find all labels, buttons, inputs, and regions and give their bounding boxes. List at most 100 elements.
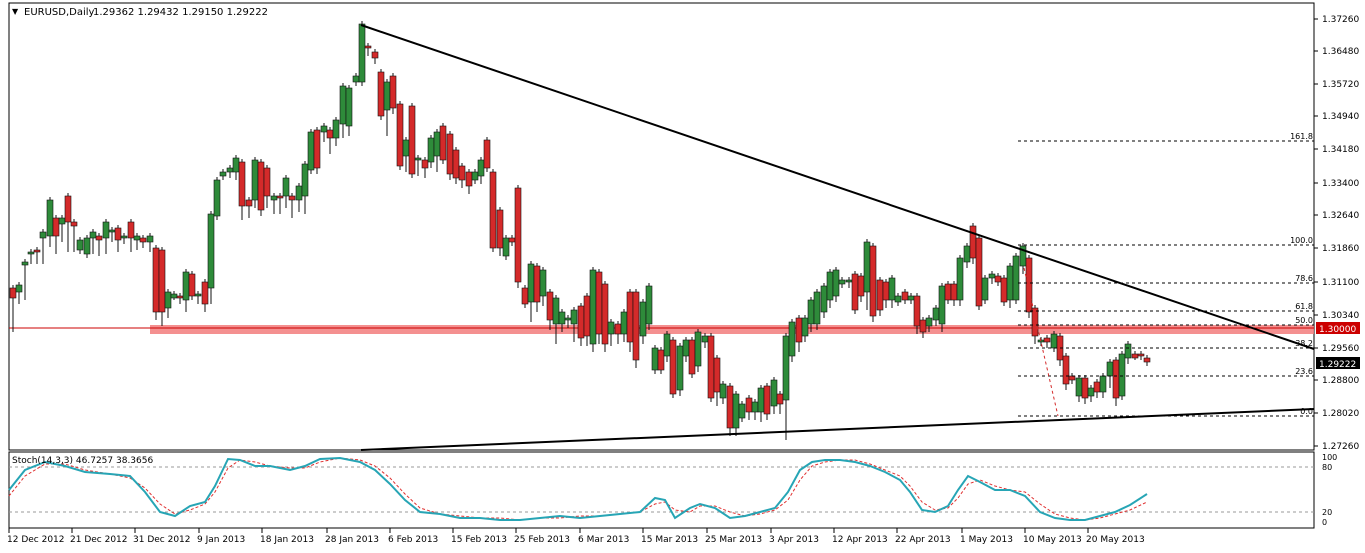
candle-body xyxy=(626,291,634,343)
candle-body xyxy=(869,245,877,317)
fib-level-label: 61.8 xyxy=(1295,302,1313,311)
time-tick-label: 1 May 2013 xyxy=(960,535,1013,545)
candle-body xyxy=(688,339,696,375)
candle-body xyxy=(527,263,535,303)
candle-body xyxy=(257,161,265,211)
current-price-badge-text: 1.29222 xyxy=(1319,360,1356,370)
candle-body xyxy=(944,283,952,301)
level-price-badge: 1.30000 xyxy=(1316,322,1360,335)
candle-body xyxy=(352,75,360,83)
candle-body xyxy=(483,139,491,169)
candle-body xyxy=(845,279,853,283)
current-price-badge: 1.29222 xyxy=(1316,357,1360,370)
time-tick-label: 20 May 2013 xyxy=(1086,535,1145,545)
candle-body xyxy=(857,275,865,297)
candle-body xyxy=(414,157,422,161)
candle-body xyxy=(826,271,834,301)
candle-body xyxy=(663,333,671,357)
candle-body xyxy=(1093,381,1101,393)
candle-body xyxy=(152,247,160,313)
time-tick-label: 31 Dec 2012 xyxy=(133,535,191,545)
candle-body xyxy=(288,195,296,201)
candle-body xyxy=(956,257,964,301)
candle-body xyxy=(64,195,72,223)
candle-body xyxy=(102,221,110,239)
candle-body xyxy=(726,385,734,429)
time-tick-label: 6 Mar 2013 xyxy=(578,535,629,545)
candle-body xyxy=(1019,245,1027,267)
stoch-signal-line xyxy=(8,457,1148,521)
candle-body xyxy=(226,167,234,173)
support-trendline[interactable] xyxy=(360,408,1315,451)
price-tick-label: 1.31100 xyxy=(1322,278,1359,288)
candle-body xyxy=(639,301,647,337)
candle-body xyxy=(70,221,78,227)
candle-body xyxy=(757,387,765,413)
candle-body xyxy=(719,383,727,399)
candle-body xyxy=(477,159,485,177)
candle-body xyxy=(1006,265,1014,301)
time-tick-label: 6 Feb 2013 xyxy=(388,535,438,545)
candle-body xyxy=(207,213,215,289)
resistance-trendline[interactable] xyxy=(360,24,1315,350)
candle-body xyxy=(546,291,554,321)
candle-body xyxy=(863,241,871,293)
candle-body xyxy=(770,379,778,407)
candle-body xyxy=(452,149,460,179)
candle-body xyxy=(751,401,759,413)
candle-body xyxy=(238,161,246,207)
fib-retracement[interactable]: 161.8 100.0 78.6 61.8 50.0 38.2 23.6 0.0 xyxy=(1018,132,1314,417)
candle-body xyxy=(326,129,334,139)
candle-body xyxy=(589,269,597,345)
candle-body xyxy=(694,331,702,367)
candle-body xyxy=(1081,377,1089,399)
candle-body xyxy=(601,283,609,345)
time-tick-label: 28 Jan 2013 xyxy=(325,535,379,545)
candle-body xyxy=(133,235,141,241)
fib-level-label: 50.0 xyxy=(1295,316,1313,325)
candle-body xyxy=(521,287,529,305)
candle-body xyxy=(682,339,690,357)
candle-body xyxy=(27,251,35,255)
candle-body xyxy=(994,275,1002,283)
candle-body xyxy=(371,51,379,59)
support-band-1-30000[interactable] xyxy=(150,325,1314,334)
candle-body xyxy=(969,225,977,259)
candle-body xyxy=(732,393,740,429)
candle-body xyxy=(788,321,796,357)
candle-body xyxy=(33,249,41,253)
fib-base-line[interactable] xyxy=(1023,267,1059,417)
candle-body xyxy=(489,171,497,249)
candle-body xyxy=(201,281,209,305)
candle-body xyxy=(194,293,202,297)
candle-body xyxy=(932,307,940,321)
candle-body xyxy=(502,237,510,257)
candle-body xyxy=(251,159,259,201)
stoch-level-label: 20 xyxy=(1322,508,1332,517)
time-tick-label: 10 May 2013 xyxy=(1023,535,1082,545)
candle-body xyxy=(975,237,983,307)
candle-body xyxy=(901,291,909,301)
candle-body xyxy=(301,163,309,197)
fib-level-label: 100.0 xyxy=(1290,236,1313,245)
candle-body xyxy=(120,235,128,239)
price-tick-label: 1.33400 xyxy=(1322,179,1359,189)
candle-body xyxy=(888,277,896,301)
candle-body xyxy=(552,297,560,325)
candle-body xyxy=(577,305,585,339)
time-tick-label: 25 Mar 2013 xyxy=(705,535,762,545)
chart-menu-icon[interactable]: ▼ xyxy=(12,7,19,16)
stochastic-label: Stoch(14,3,3) 46.7257 38.3656 xyxy=(12,456,153,466)
candle-body xyxy=(345,87,353,127)
candle-body xyxy=(188,273,196,297)
candle-body xyxy=(364,45,372,49)
candle-body xyxy=(439,125,447,161)
candle-body xyxy=(21,261,29,266)
candle-body xyxy=(676,345,684,391)
candle-body xyxy=(46,199,54,237)
price-tick-label: 1.34940 xyxy=(1322,112,1359,122)
candle-body xyxy=(645,285,653,325)
